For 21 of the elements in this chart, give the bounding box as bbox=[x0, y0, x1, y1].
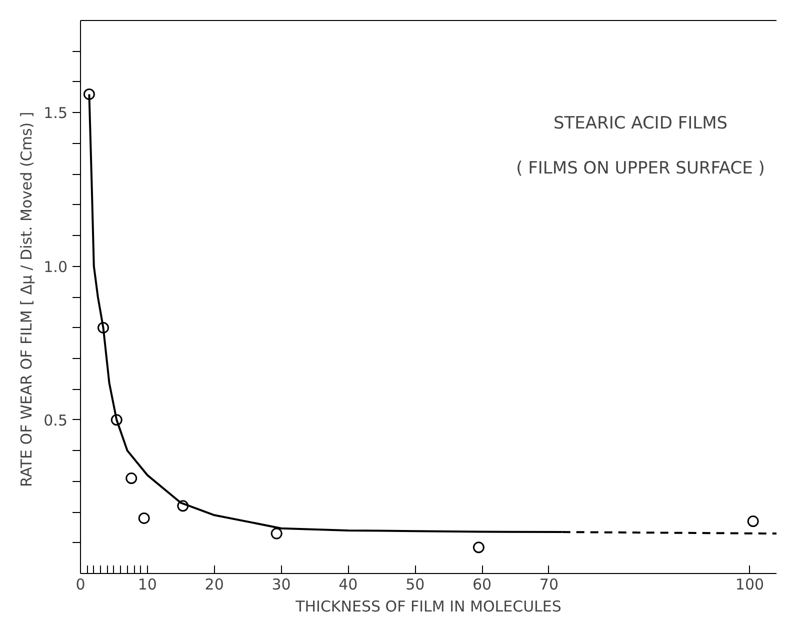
x-tick-label: 100 bbox=[735, 576, 764, 594]
point bbox=[138, 512, 150, 524]
y-tick-label: 1.0 bbox=[44, 258, 68, 276]
x-axis-title: THICKNESS OF FILM IN MOLECULES bbox=[294, 598, 562, 616]
text: STEARIC ACID FILMS bbox=[553, 114, 728, 134]
point bbox=[270, 528, 282, 540]
point bbox=[747, 516, 759, 528]
x-tick-label: 30 bbox=[272, 576, 291, 594]
point bbox=[472, 542, 484, 554]
x-tick-label: 60 bbox=[472, 576, 492, 594]
y-tick-label: 1.5 bbox=[44, 104, 68, 122]
x-tick-label: 50 bbox=[406, 576, 425, 594]
x-tick-label: 10 bbox=[138, 576, 157, 594]
text: ( FILMS ON UPPER SURFACE ) bbox=[516, 158, 765, 178]
point bbox=[126, 472, 138, 484]
x-tick-label: 20 bbox=[204, 576, 224, 594]
x-tick-label: 40 bbox=[338, 576, 358, 594]
x-tick-label: 0 bbox=[76, 576, 86, 594]
x-tick-label: 70 bbox=[539, 576, 559, 594]
y-axis-title: RATE OF WEAR OF FILM [ Δμ / Dist. Moved (Cms) ] bbox=[18, 112, 36, 488]
y-tick-label: 0.5 bbox=[44, 411, 68, 430]
